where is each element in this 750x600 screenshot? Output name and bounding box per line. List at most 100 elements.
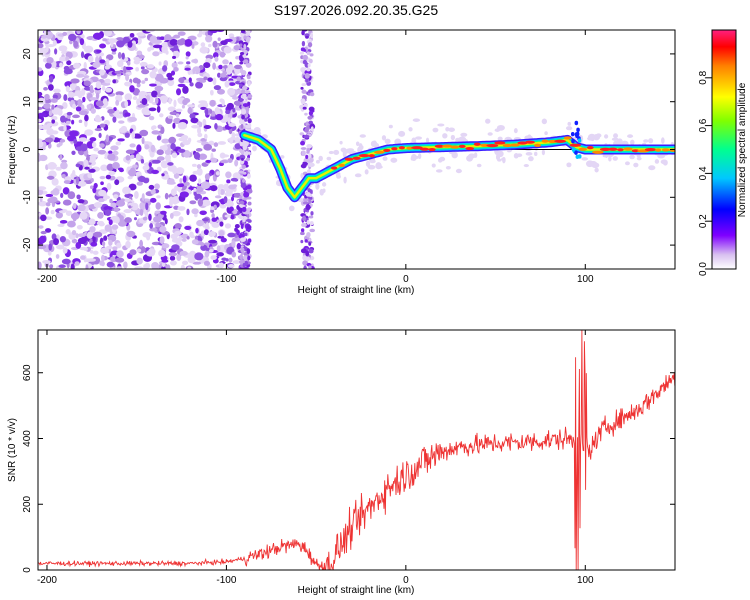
noise-blob: [139, 239, 143, 248]
noise-blob: [62, 199, 72, 206]
ridge-halo-blob: [288, 205, 295, 212]
noise-blob: [200, 181, 211, 190]
noise-blob: [72, 114, 80, 119]
noise-blob: [83, 75, 90, 79]
noise-blob: [61, 258, 71, 265]
noise-blob: [124, 66, 134, 71]
noise-blob: [208, 43, 212, 48]
noise-blob: [217, 88, 225, 95]
snr-series-line: [38, 330, 675, 570]
snr-x-tick-label: -100: [216, 575, 236, 586]
ridge-halo-blob: [612, 156, 618, 161]
streak-blob: [238, 40, 244, 45]
colorbar-tick-label: 0.2: [698, 214, 709, 228]
noise-blob: [174, 230, 182, 236]
noise-blob: [80, 255, 86, 260]
noise-blob: [216, 252, 225, 257]
streak-blob: [240, 124, 244, 129]
noise-blob: [220, 40, 228, 46]
ridge-halo-blob: [587, 136, 595, 141]
noise-blob: [172, 200, 178, 205]
noise-blob: [195, 148, 203, 152]
noise-blob: [104, 78, 111, 84]
noise-blob: [67, 191, 76, 200]
ridge-hotspot: [569, 143, 582, 147]
noise-blob: [70, 212, 80, 220]
noise-blob: [149, 83, 157, 87]
noise-blob: [169, 255, 176, 261]
ridge-halo-blob: [408, 127, 413, 132]
noise-blob: [177, 83, 186, 88]
noise-blob: [82, 96, 86, 103]
noise-blob: [164, 149, 172, 155]
noise-blob: [159, 95, 169, 102]
noise-blob: [181, 104, 185, 109]
noise-blob: [118, 127, 128, 133]
noise-blob: [80, 143, 88, 152]
streak-blob: [240, 108, 247, 115]
noise-blob: [131, 131, 136, 140]
noise-blob: [184, 39, 193, 47]
noise-blob: [124, 209, 130, 213]
streak-blob: [302, 201, 309, 205]
streak-blob: [309, 53, 314, 57]
noise-blob: [173, 172, 180, 179]
noise-blob: [129, 249, 137, 256]
noise-blob: [214, 195, 222, 199]
snr-ylabel: SNR (10 * v/v): [7, 418, 18, 482]
noise-blob: [148, 115, 155, 121]
noise-blob: [54, 48, 58, 55]
streak-blob: [308, 110, 314, 116]
ridge-halo-blob: [417, 153, 422, 160]
noise-blob: [156, 156, 165, 161]
noise-blob: [197, 132, 203, 138]
streak-blob: [309, 157, 314, 163]
noise-blob: [95, 92, 100, 99]
noise-blob: [83, 247, 88, 251]
noise-blob: [67, 220, 76, 228]
noise-blob: [85, 264, 89, 269]
ridge-halo-blob: [513, 153, 519, 159]
noise-blob: [165, 264, 171, 269]
noise-blob: [72, 62, 81, 69]
noise-blob: [60, 162, 68, 170]
noise-blob: [73, 40, 79, 48]
streak-blob: [241, 85, 248, 91]
noise-blob: [116, 39, 125, 48]
noise-blob: [139, 61, 148, 67]
noise-blob: [203, 143, 213, 151]
noise-blob: [44, 93, 50, 101]
noise-blob: [191, 208, 199, 215]
noise-blob: [77, 199, 85, 204]
streak-blob: [241, 178, 246, 183]
streak-blob: [307, 115, 313, 120]
noise-blob: [209, 116, 218, 120]
noise-blob: [167, 78, 175, 87]
noise-blob: [66, 60, 72, 66]
noise-blob: [51, 178, 59, 186]
noise-blob: [118, 120, 125, 124]
noise-blob: [84, 114, 89, 122]
streak-blob: [240, 69, 247, 76]
noise-blob: [38, 43, 44, 49]
noise-blob: [171, 210, 181, 217]
ridge-hotspot: [383, 148, 391, 153]
ridge-halo-blob: [435, 169, 443, 173]
noise-blob: [79, 38, 85, 46]
noise-blob: [58, 45, 68, 52]
streak-blob: [304, 72, 310, 79]
streak-blob: [300, 163, 307, 169]
streak-blob: [303, 196, 309, 203]
noise-blob: [189, 82, 194, 87]
noise-blob: [203, 62, 211, 69]
noise-blob: [79, 211, 88, 220]
noise-blob: [76, 225, 83, 230]
streak-blob: [299, 51, 305, 55]
noise-blob: [168, 252, 178, 257]
noise-blob: [105, 174, 112, 180]
streak-blob: [246, 30, 251, 35]
ridge-spike-blob: [571, 139, 575, 144]
noise-blob: [93, 182, 98, 189]
spectrogram-ridge: [239, 120, 675, 203]
noise-blob: [155, 222, 161, 228]
